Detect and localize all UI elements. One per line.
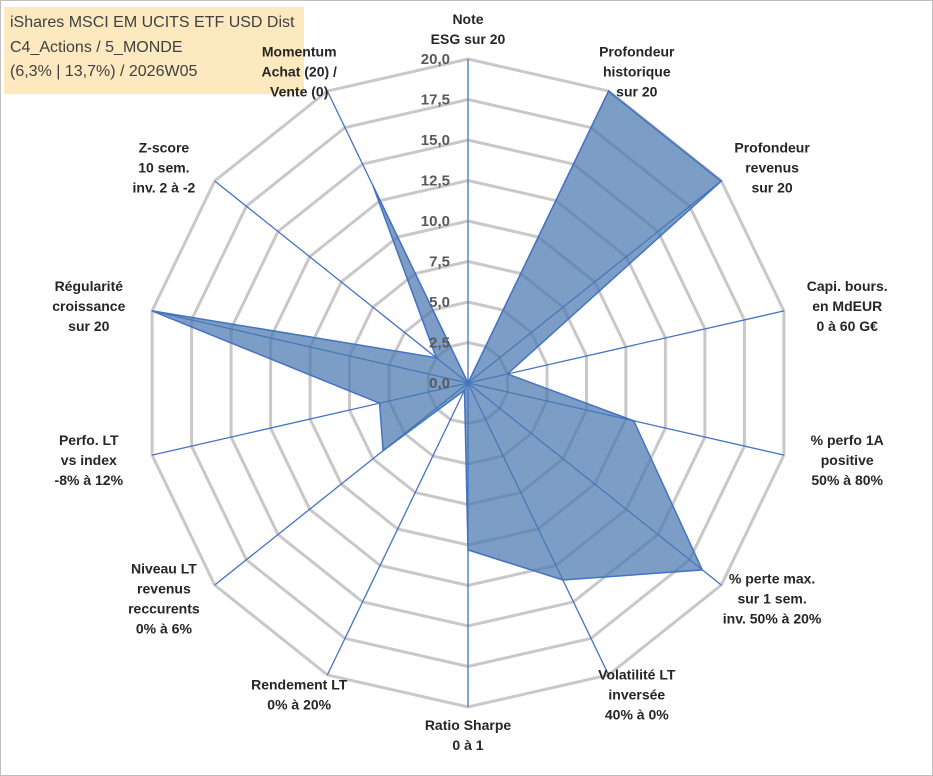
axis-label: Profondeur revenus sur 20	[734, 139, 810, 195]
tick-label: 15,0	[421, 132, 450, 149]
axis-label: % perfo 1A positive 50% à 80%	[811, 432, 884, 488]
data-area	[151, 89, 723, 581]
axis-label: Volatilité LT inversée 40% à 0%	[598, 667, 676, 723]
data-point	[379, 402, 381, 404]
axis-spoke	[214, 180, 469, 384]
data-point	[633, 420, 635, 422]
data-point	[608, 90, 610, 92]
tick-label: 0,0	[429, 375, 450, 392]
axis-labels: Note ESG sur 20 Profondeur historique sur 20…	[52, 11, 887, 753]
tick-label: 5,0	[429, 294, 450, 311]
tick-label: 7,5	[429, 254, 450, 271]
data-point	[467, 382, 469, 384]
axis-label: % perte max. sur 1 sem. inv. 50% à 20%	[723, 571, 822, 627]
chart-title-line-2: C4_Actions / 5_MONDE	[10, 39, 183, 56]
axis-label: Rendement LT 0% à 20%	[251, 677, 348, 713]
chart-title-line-3: (6,3% | 13,7%) / 2026W05	[10, 63, 198, 80]
tick-label: 10,0	[421, 213, 450, 230]
data-point	[464, 389, 465, 391]
chart-title-line-1: iShares MSCI EM UCITS ETF USD Dist	[10, 14, 295, 31]
tick-label: 12,5	[421, 173, 450, 190]
title-box	[4, 7, 304, 94]
data-point	[151, 310, 153, 312]
axis-spoke	[467, 310, 785, 384]
axis-spoke	[326, 382, 469, 676]
axis-label: Ratio Sharpe 0 à 1	[425, 717, 512, 753]
data-point	[467, 549, 469, 551]
tick-label: 20,0	[421, 51, 450, 68]
tick-label: 17,5	[421, 92, 450, 109]
tick-label: 2,5	[429, 335, 450, 352]
data-point	[562, 579, 564, 581]
data-point	[372, 185, 374, 187]
data-point	[701, 569, 703, 571]
data-point	[382, 450, 384, 452]
axis-label: Note ESG sur 20	[431, 11, 506, 47]
axis-label: Capi. bours. en MdEUR 0 à 60 G€	[807, 278, 888, 334]
data-point	[435, 357, 437, 359]
axis-label: Momentum Achat (20) / Vente (0)	[261, 43, 337, 99]
axis-label: Régularité croissance sur 20	[52, 278, 125, 334]
tick-labels: 0,0 2,5 5,0 7,5 10,0 12,5 15,0 17,5 20,0	[421, 51, 450, 392]
axis-label: Perfo. LT vs index -8% à 12%	[55, 432, 124, 488]
data-point	[720, 180, 722, 182]
axis-label: Niveau LT revenus reccurents 0% à 6%	[128, 561, 200, 637]
data-point	[507, 373, 508, 375]
axis-label: Z-score 10 sem. inv. 2 à -2	[133, 139, 196, 195]
axis-label: Profondeur historique sur 20	[599, 43, 675, 99]
